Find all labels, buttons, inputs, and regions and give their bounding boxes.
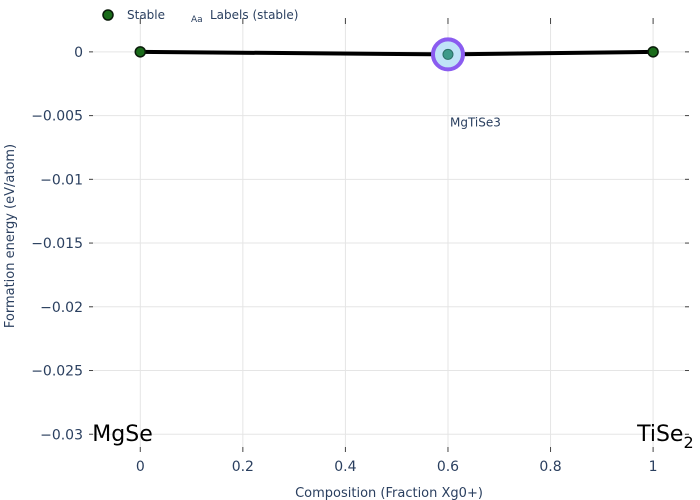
x-tick-label: 0 xyxy=(136,459,145,475)
y-tick-label: −0.02 xyxy=(40,300,83,316)
endpoint-label-subscript: 2 xyxy=(683,433,693,452)
endpoint-label-text: MgSe xyxy=(92,422,152,447)
y-tick-label: 0 xyxy=(74,45,83,61)
points-layer xyxy=(134,37,659,72)
labels-layer: MgTiSe3 MgSe TiSe2 xyxy=(92,115,693,452)
point-label: MgTiSe3 xyxy=(450,115,501,129)
y-tick-label: −0.03 xyxy=(40,427,83,443)
x-tick-label: 0.4 xyxy=(334,459,356,475)
legend-stable-label: Stable xyxy=(127,8,165,22)
y-tick-label: −0.015 xyxy=(31,236,83,252)
x-tick-label: 0.2 xyxy=(232,459,254,475)
data-point-highlighted xyxy=(442,48,454,60)
y-tick-label: −0.005 xyxy=(31,109,83,125)
data-point xyxy=(134,46,147,58)
x-axis-title: Composition (Fraction Xg0+) xyxy=(295,486,483,500)
grid-layer xyxy=(89,20,689,447)
data-point xyxy=(647,46,659,58)
axes-layer: 0 0.2 0.4 0.6 0.8 1 0 −0.005 −0.01 −0.015 −0.02 −0.… xyxy=(31,18,689,475)
hull-line-layer xyxy=(140,49,654,57)
endpoint-label: MgSe xyxy=(92,422,152,447)
legend: Stable Aa Labels (stable) xyxy=(102,8,298,25)
hull-line xyxy=(140,49,654,57)
y-tick-label: −0.01 xyxy=(40,172,83,188)
endpoint-label: TiSe2 xyxy=(636,422,694,452)
legend-labels-label: Labels (stable) xyxy=(210,8,298,22)
endpoint-label-text: TiSe xyxy=(636,422,683,447)
x-tick-label: 0.6 xyxy=(437,459,459,475)
legend-stable-marker xyxy=(102,9,114,21)
y-tick-label: −0.025 xyxy=(31,364,83,380)
y-axis-title: Formation energy (eV/atom) xyxy=(3,144,18,328)
legend-labels-glyph: Aa xyxy=(191,15,203,25)
x-tick-label: 0.8 xyxy=(539,459,561,475)
x-tick-label: 1 xyxy=(649,459,658,475)
